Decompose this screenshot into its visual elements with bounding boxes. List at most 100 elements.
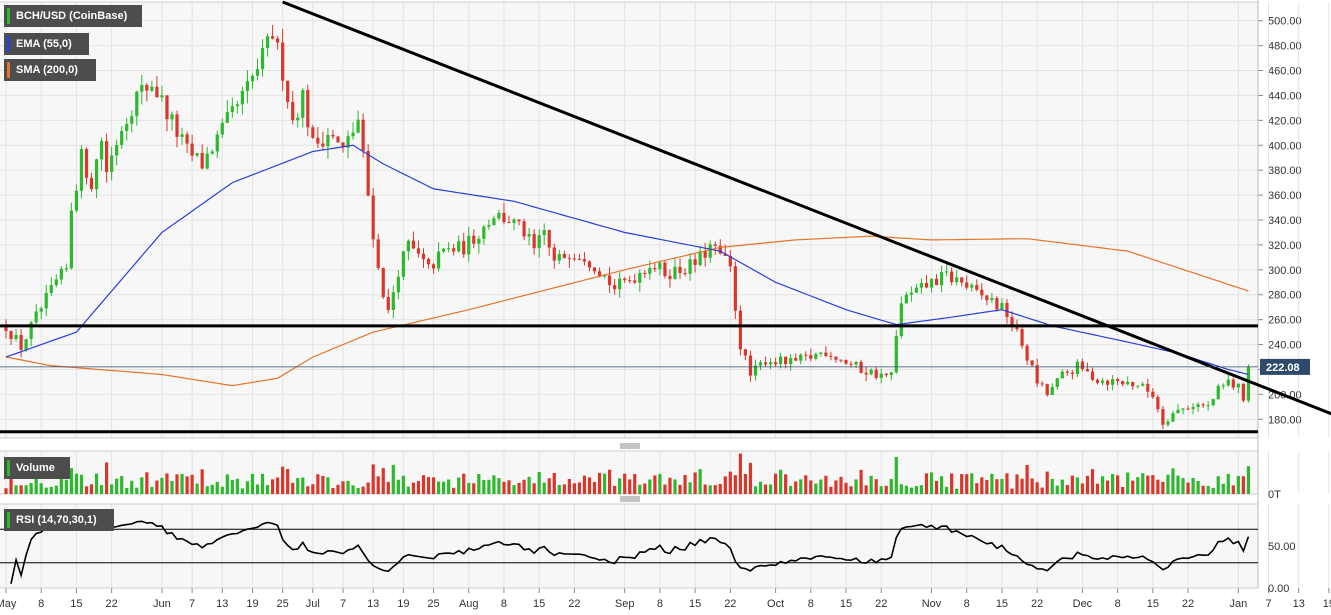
- volume-bar-2019-10-30: [919, 485, 924, 494]
- candle-2019-10-27: [904, 294, 908, 304]
- candle-2019-12-14: [1146, 383, 1150, 392]
- volume-bar-2019-07-16: [386, 481, 390, 494]
- candle-2019-08-28: [602, 275, 607, 277]
- candle-2019-07-30: [457, 241, 461, 252]
- candle-2019-10-10: [819, 352, 823, 354]
- candle-2019-08-23: [577, 258, 582, 260]
- candle-2019-12-30: [1226, 379, 1230, 386]
- candle-2019-06-26: [286, 80, 290, 103]
- volume-bar-2019-10-05: [794, 481, 798, 494]
- candle-2019-08-03: [477, 238, 481, 244]
- volume-bar-2019-07-27: [442, 481, 446, 494]
- candle-2019-09-17: [703, 251, 707, 258]
- volume-bar-2019-08-03: [477, 474, 481, 494]
- candle-2019-11-01: [929, 278, 934, 288]
- volume-bar-2019-05-15: [74, 473, 79, 494]
- volume-bar-2019-11-25: [1050, 478, 1054, 494]
- candle-2019-10-16: [849, 363, 853, 365]
- legend-rsi[interactable]: RSI (14,70,30,1): [4, 509, 114, 531]
- volume-bar-2019-08-11: [517, 482, 521, 494]
- volume-bar-2019-07-07: [341, 481, 345, 494]
- rsi-panel[interactable]: [0, 504, 1258, 588]
- candle-2019-10-12: [829, 355, 833, 357]
- candle-2019-10-15: [844, 359, 848, 364]
- candle-2019-11-03: [939, 272, 944, 286]
- volume-bar-2019-06-09: [200, 469, 204, 494]
- volume-bar-2019-06-04: [175, 474, 179, 494]
- candle-2019-09-20: [718, 245, 722, 254]
- volume-bar-2019-06-14: [225, 474, 229, 494]
- candle-2019-11-21: [1030, 360, 1034, 366]
- candle-2019-11-18: [1015, 325, 1019, 330]
- volume-bar-2019-12-06: [1105, 480, 1110, 494]
- candle-2019-06-16: [235, 104, 239, 107]
- volume-bar-2019-12-12: [1136, 477, 1140, 494]
- legend-volume[interactable]: Volume: [4, 457, 70, 479]
- candle-2019-05-26: [130, 116, 134, 124]
- volume-bar-2019-12-18: [1166, 474, 1170, 494]
- volume-bar-2019-10-21: [874, 479, 878, 494]
- volume-bar-2019-08-22: [572, 483, 576, 494]
- volume-bar-2019-06-25: [281, 466, 285, 494]
- volume-bar-2019-09-21: [723, 476, 727, 494]
- candle-2019-10-14: [839, 359, 843, 361]
- candle-2019-09-15: [693, 259, 697, 265]
- candle-2019-10-25: [894, 336, 898, 373]
- candle-2019-05-15: [74, 190, 79, 211]
- candle-2019-06-22: [265, 36, 270, 49]
- candle-2019-06-24: [276, 38, 280, 43]
- candle-2019-06-30: [306, 90, 310, 128]
- candle-2019-09-24: [738, 310, 742, 350]
- candle-2019-06-06: [185, 134, 189, 144]
- candle-2019-06-05: [180, 134, 184, 137]
- volume-bar-2019-10-09: [814, 483, 818, 494]
- candle-2019-06-04: [175, 114, 179, 137]
- candle-2019-09-16: [698, 251, 702, 265]
- volume-bar-2019-12-28: [1216, 476, 1220, 494]
- candle-2019-07-02: [316, 137, 320, 144]
- time-axis-label: Sep: [615, 598, 635, 610]
- volume-bar-2019-05-09: [44, 487, 48, 494]
- volume-bar-2019-09-27: [753, 486, 758, 494]
- legend-ema[interactable]: EMA (55,0): [4, 33, 89, 55]
- volume-bar-2019-08-23: [577, 482, 582, 494]
- legend-rsi-label: RSI (14,70,30,1): [16, 514, 97, 526]
- volume-bar-2019-12-24: [1196, 481, 1200, 494]
- candle-2019-06-10: [205, 153, 209, 169]
- descending-trendline[interactable]: [282, 0, 1331, 431]
- volume-bar-2019-05-25: [125, 488, 129, 494]
- candle-2019-08-29: [608, 275, 612, 286]
- legend-sma[interactable]: SMA (200,0): [4, 59, 96, 81]
- candle-2019-09-18: [708, 244, 712, 258]
- volume-bar-2019-07-31: [462, 473, 466, 494]
- time-axis-label: 15: [996, 598, 1008, 610]
- candle-2019-08-02: [472, 235, 476, 244]
- volume-bar-2019-07-23: [421, 475, 426, 494]
- volume-bar-2019-11-13: [990, 473, 994, 494]
- candle-2019-05-16: [79, 149, 84, 191]
- volume-bar-2019-11-15: [1000, 478, 1004, 494]
- candle-2019-11-19: [1020, 329, 1024, 346]
- candle-2019-09-10: [668, 276, 672, 279]
- candle-2019-08-26: [592, 267, 597, 272]
- candle-2019-08-30: [613, 285, 617, 290]
- volume-bar-2019-11-16: [1005, 473, 1009, 494]
- legend-pair[interactable]: BCH/USD (CoinBase): [4, 5, 142, 27]
- volume-bar-2019-12-16: [1156, 479, 1160, 494]
- candle-2019-12-03: [1090, 371, 1095, 380]
- volume-bar-2019-11-17: [1010, 488, 1014, 494]
- candle-2019-06-27: [291, 102, 295, 121]
- candle-2019-06-01: [160, 95, 164, 98]
- candle-2019-07-29: [452, 248, 456, 252]
- volume-bar-2019-05-31: [155, 480, 159, 494]
- volume-bar-2019-08-05: [487, 479, 491, 494]
- time-axis-label: May: [0, 598, 17, 610]
- candle-2019-09-14: [688, 259, 692, 274]
- candle-2019-08-13: [527, 233, 531, 237]
- volume-bar-2019-07-08: [346, 480, 350, 494]
- volume-bar-2019-05-19: [94, 473, 99, 494]
- candle-2019-11-02: [934, 278, 939, 286]
- current-price-label: 222.08: [1266, 362, 1300, 374]
- volume-bar-2019-09-28: [758, 481, 763, 494]
